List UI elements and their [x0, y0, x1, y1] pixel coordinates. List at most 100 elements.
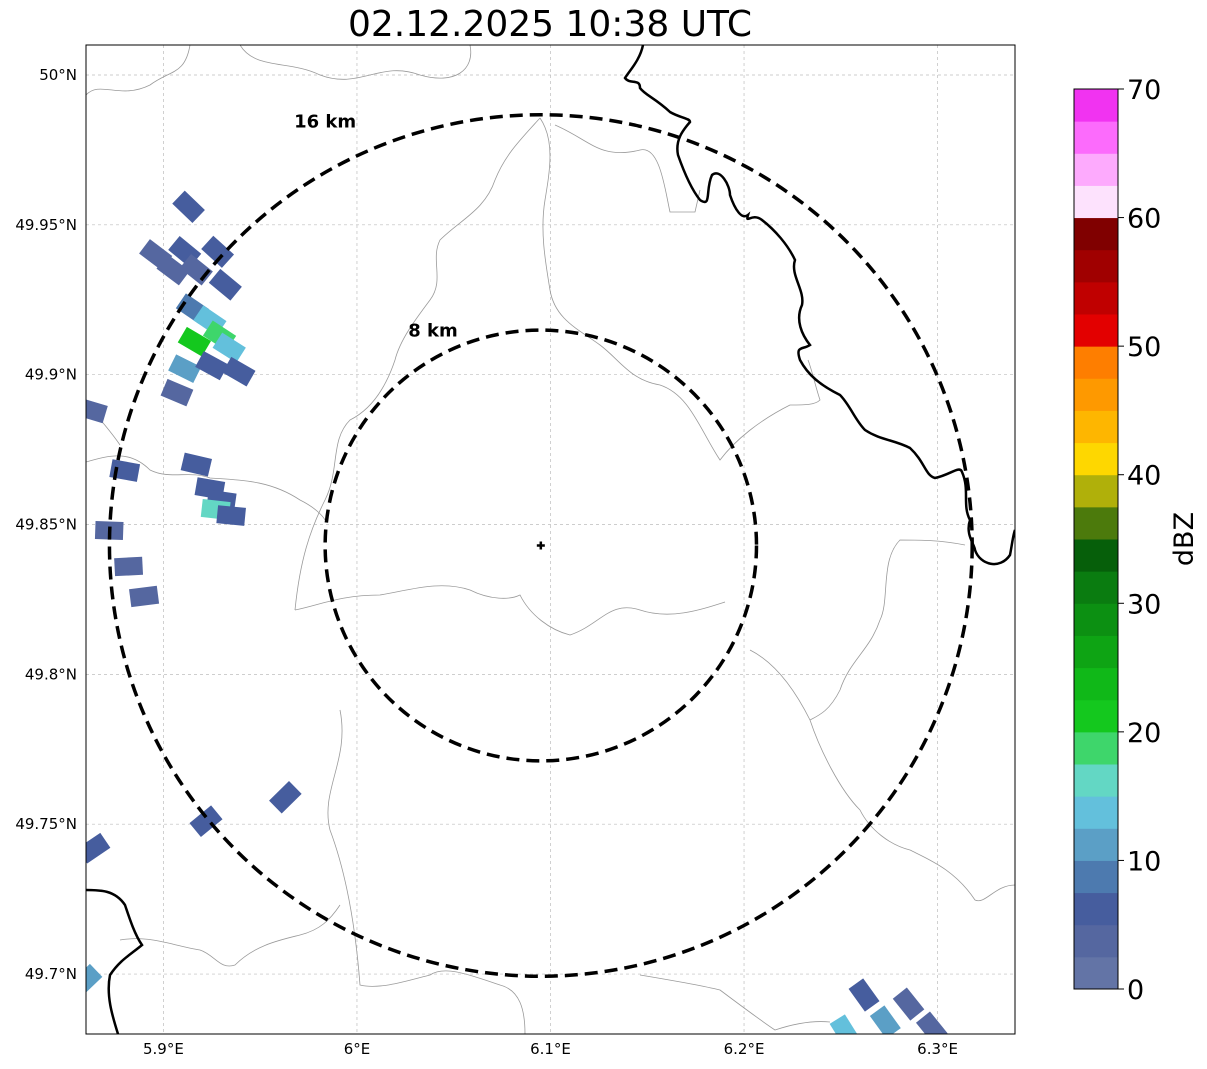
- colorbar-segment: [1074, 731, 1118, 765]
- colorbar-segment: [1074, 924, 1118, 958]
- reflectivity-cell: [195, 351, 229, 381]
- colorbar-segment: [1074, 635, 1118, 669]
- radar-site-marker: [536, 541, 545, 550]
- admin-boundary: [809, 539, 966, 721]
- colorbar-segment: [1074, 603, 1118, 636]
- lat-tick-label: 49.7°N: [25, 965, 77, 983]
- reflectivity-cell: [915, 1011, 948, 1034]
- admin-boundary: [327, 709, 526, 1034]
- colorbar-segment: [1074, 956, 1118, 990]
- range-rings: 8 km 16 km: [107, 112, 974, 978]
- lon-tick-label: 6.3°E: [917, 1040, 958, 1058]
- range-ring-label: 8 km: [408, 321, 458, 342]
- colorbar-segment: [1074, 571, 1118, 604]
- colorbar-segment: [1074, 506, 1118, 540]
- colorbar-tick-label: 50: [1127, 332, 1161, 363]
- gridlines: [86, 45, 1015, 1034]
- admin-boundary: [86, 455, 326, 521]
- colorbar-segment: [1074, 442, 1118, 476]
- reflectivity-cell: [114, 556, 144, 577]
- national-border: [86, 888, 144, 1034]
- lon-tick-label: 5.9°E: [143, 1040, 184, 1058]
- reflectivity-cell: [160, 378, 194, 407]
- colorbar-segment: [1074, 892, 1118, 926]
- colorbar-segment: [1074, 378, 1118, 411]
- colorbar-segment: [1074, 474, 1118, 508]
- colorbar-tick-label: 40: [1127, 461, 1161, 492]
- lat-tick-label: 49.75°N: [15, 815, 77, 833]
- admin-boundary: [86, 45, 191, 96]
- reflectivity-cell: [189, 805, 223, 838]
- reflectivity-cell: [139, 239, 173, 271]
- reflectivity-cell: [180, 452, 213, 477]
- colorbar-segment: [1074, 185, 1118, 219]
- lon-tick-label: 6.2°E: [724, 1040, 765, 1058]
- lat-tick-label: 49.95°N: [15, 216, 77, 234]
- colorbar-segment: [1074, 314, 1118, 347]
- colorbar-label: dBZ: [1169, 512, 1200, 566]
- colorbar-segment: [1074, 410, 1118, 444]
- reflectivity-cell: [208, 268, 242, 301]
- admin-boundary: [749, 649, 1015, 902]
- colorbar-segment: [1074, 764, 1118, 797]
- colorbar: 0 10 20 30 40 50 60 70 dBZ: [1073, 75, 1200, 1006]
- lon-tick-label: 6°E: [344, 1040, 371, 1058]
- reflectivity-cell: [269, 781, 302, 814]
- boundaries: [86, 45, 1015, 1034]
- colorbar-tick-label: 70: [1127, 75, 1161, 106]
- colorbar-tick-label: 0: [1127, 975, 1144, 1006]
- admin-boundary: [539, 117, 821, 461]
- colorbar-segment: [1074, 121, 1118, 154]
- colorbar-segment: [1074, 281, 1118, 315]
- colorbar-segment: [1074, 796, 1118, 829]
- reflectivity-cell: [129, 585, 160, 608]
- lat-tick-label: 49.8°N: [25, 665, 77, 683]
- reflectivity-cell: [848, 978, 880, 1012]
- colorbar-segment: [1074, 249, 1118, 283]
- colorbar-segment: [1074, 667, 1118, 701]
- map-title: 02.12.2025 10:38 UTC: [347, 4, 753, 45]
- colorbar-tick-label: 30: [1127, 589, 1161, 620]
- colorbar-tick-label: 20: [1127, 718, 1161, 749]
- plot-frame: [85, 44, 1016, 1035]
- colorbar-tick-label: 10: [1127, 846, 1161, 877]
- reflectivity-cell: [177, 326, 212, 357]
- reflectivity-cell: [892, 987, 925, 1021]
- colorbar-segment: [1074, 539, 1118, 572]
- reflectivity-cell: [201, 235, 235, 268]
- colorbar-segment: [1074, 153, 1118, 186]
- range-ring: [107, 112, 974, 978]
- lat-tick-label: 49.85°N: [15, 516, 77, 534]
- reflectivity-cell: [168, 354, 202, 383]
- admin-boundary: [239, 45, 472, 80]
- colorbar-segment: [1074, 699, 1118, 733]
- reflectivity-layer: [86, 190, 948, 1034]
- admin-boundary: [294, 117, 541, 611]
- national-border: [623, 45, 1015, 566]
- reflectivity-cell: [109, 459, 141, 482]
- reflectivity-cell: [86, 832, 111, 864]
- reflectivity-cell: [829, 1014, 860, 1034]
- colorbar-segment: [1074, 828, 1118, 861]
- reflectivity-cell: [86, 963, 103, 997]
- range-ring-label: 16 km: [294, 112, 356, 133]
- lon-tick-label: 6.1°E: [530, 1040, 571, 1058]
- latitude-axis: 49.7°N 49.75°N 49.8°N 49.85°N 49.9°N 49.95°N 5…: [15, 66, 77, 983]
- admin-boundary: [639, 974, 831, 1031]
- reflectivity-cell: [212, 332, 246, 363]
- range-ring: [323, 328, 759, 763]
- colorbar-segment: [1074, 346, 1118, 379]
- colorbar-segment: [1074, 89, 1118, 122]
- lat-tick-label: 49.9°N: [25, 366, 77, 384]
- reflectivity-cell: [216, 505, 246, 526]
- admin-boundary: [119, 904, 341, 967]
- lat-tick-label: 50°N: [39, 66, 77, 84]
- reflectivity-cell: [222, 356, 256, 387]
- longitude-axis: 5.9°E 6°E 6.1°E 6.2°E 6.3°E: [143, 1040, 958, 1058]
- reflectivity-cell: [172, 190, 205, 224]
- colorbar-segment: [1074, 217, 1118, 251]
- admin-boundary: [294, 585, 726, 636]
- reflectivity-cell: [86, 397, 108, 424]
- admin-boundary: [554, 124, 701, 213]
